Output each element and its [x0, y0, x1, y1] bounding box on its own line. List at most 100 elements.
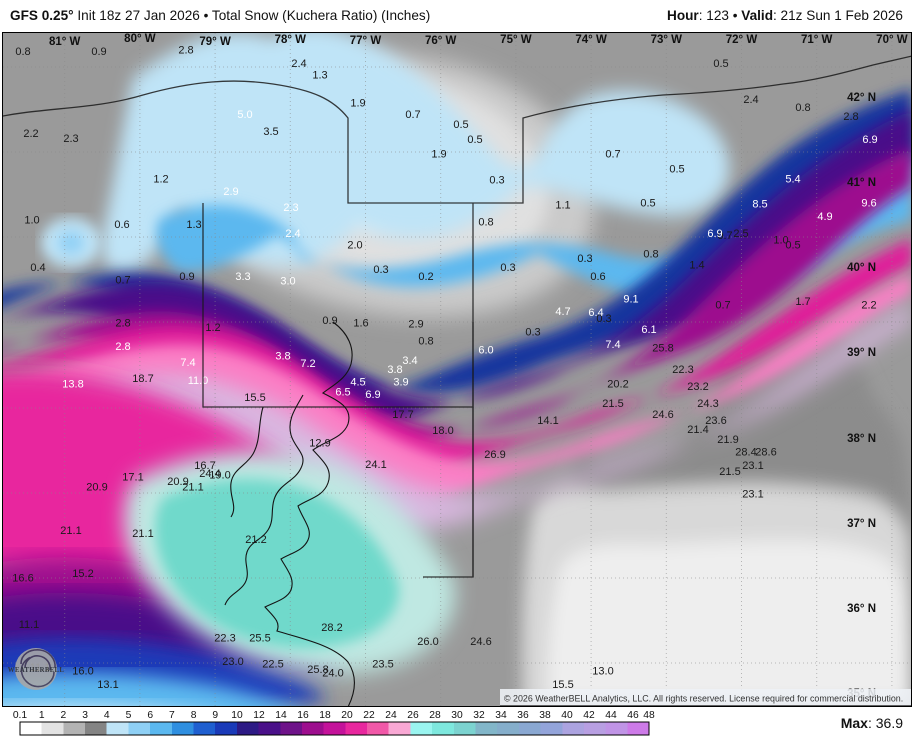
- svg-text:7: 7: [169, 710, 175, 721]
- svg-text:0.7: 0.7: [115, 274, 130, 286]
- svg-text:75° W: 75° W: [500, 34, 532, 46]
- svg-text:28.2: 28.2: [321, 622, 342, 634]
- svg-text:1.9: 1.9: [350, 98, 365, 110]
- svg-text:1.2: 1.2: [153, 174, 168, 186]
- svg-text:3.8: 3.8: [387, 364, 402, 376]
- svg-text:13.0: 13.0: [592, 665, 613, 677]
- svg-text:21.4: 21.4: [687, 424, 708, 436]
- svg-text:6.0: 6.0: [478, 345, 493, 357]
- svg-text:36: 36: [517, 710, 529, 721]
- svg-text:7.4: 7.4: [605, 339, 620, 351]
- svg-text:9.6: 9.6: [861, 197, 876, 209]
- svg-text:1.3: 1.3: [312, 69, 327, 81]
- svg-text:0.3: 0.3: [489, 175, 504, 187]
- svg-text:2.3: 2.3: [63, 133, 78, 145]
- svg-text:2.4: 2.4: [743, 94, 758, 106]
- svg-text:2: 2: [61, 710, 67, 721]
- svg-text:41° N: 41° N: [847, 177, 876, 189]
- svg-text:8.5: 8.5: [752, 199, 767, 211]
- svg-text:0.5: 0.5: [713, 58, 728, 70]
- svg-text:2.8: 2.8: [115, 341, 130, 353]
- svg-text:34: 34: [495, 710, 507, 721]
- svg-text:0.9: 0.9: [91, 46, 106, 58]
- svg-text:0.8: 0.8: [418, 336, 433, 348]
- svg-text:1.7: 1.7: [795, 296, 810, 308]
- svg-text:36° N: 36° N: [847, 603, 876, 615]
- svg-text:21.1: 21.1: [60, 525, 81, 537]
- svg-text:76° W: 76° W: [425, 35, 457, 47]
- svg-text:7.2: 7.2: [300, 358, 315, 370]
- svg-text:23.1: 23.1: [742, 489, 763, 501]
- svg-text:0.9: 0.9: [322, 315, 337, 327]
- svg-text:16: 16: [297, 710, 309, 721]
- svg-text:23.1: 23.1: [742, 460, 763, 472]
- svg-text:79° W: 79° W: [199, 36, 231, 48]
- svg-text:© 2026 WeatherBELL Analytics,: © 2026 WeatherBELL Analytics, LLC. All r…: [504, 694, 903, 704]
- svg-text:5: 5: [126, 710, 132, 721]
- svg-text:0.3: 0.3: [373, 264, 388, 276]
- svg-text:3.3: 3.3: [235, 271, 250, 283]
- svg-text:14: 14: [275, 710, 287, 721]
- svg-text:24.6: 24.6: [470, 636, 491, 648]
- svg-text:0.7: 0.7: [605, 149, 620, 161]
- svg-text:21.1: 21.1: [182, 482, 203, 494]
- svg-text:5.0: 5.0: [237, 109, 252, 121]
- svg-text:78° W: 78° W: [275, 34, 307, 46]
- svg-text:0.8: 0.8: [15, 46, 30, 58]
- svg-text:13.8: 13.8: [62, 379, 83, 391]
- svg-text:0.5: 0.5: [669, 163, 684, 175]
- svg-text:25.5: 25.5: [249, 632, 270, 644]
- svg-text:48: 48: [643, 710, 655, 721]
- svg-text:4: 4: [104, 710, 110, 721]
- svg-text:0.8: 0.8: [795, 102, 810, 114]
- svg-text:30: 30: [451, 710, 463, 721]
- svg-text:77° W: 77° W: [350, 35, 382, 47]
- svg-text:1.6: 1.6: [353, 317, 368, 329]
- svg-text:3.0: 3.0: [280, 276, 295, 288]
- svg-text:0.3: 0.3: [525, 327, 540, 339]
- svg-text:80° W: 80° W: [124, 33, 156, 45]
- svg-text:2.8: 2.8: [115, 317, 130, 329]
- svg-text:6.9: 6.9: [862, 134, 877, 146]
- svg-text:WEATHERBELL: WEATHERBELL: [8, 667, 65, 674]
- svg-text:6: 6: [147, 710, 153, 721]
- svg-text:24.3: 24.3: [697, 398, 718, 410]
- svg-text:38: 38: [539, 710, 551, 721]
- svg-text:1.2: 1.2: [205, 322, 220, 334]
- svg-text:15.5: 15.5: [244, 392, 265, 404]
- svg-text:18.7: 18.7: [132, 373, 153, 385]
- svg-text:24.6: 24.6: [652, 409, 673, 421]
- svg-text:21.5: 21.5: [719, 466, 740, 478]
- svg-text:24.1: 24.1: [365, 459, 386, 471]
- svg-text:17.1: 17.1: [122, 472, 143, 484]
- svg-text:7.4: 7.4: [180, 357, 195, 369]
- svg-text:26.9: 26.9: [484, 449, 505, 461]
- svg-text:1.0: 1.0: [24, 214, 39, 226]
- svg-text:2.3: 2.3: [283, 202, 298, 214]
- svg-text:42: 42: [583, 710, 595, 721]
- svg-text:0.3: 0.3: [577, 253, 592, 265]
- svg-text:1.0: 1.0: [773, 235, 788, 247]
- svg-text:1.4: 1.4: [689, 260, 704, 272]
- svg-text:26.0: 26.0: [417, 636, 438, 648]
- svg-text:10: 10: [231, 710, 243, 721]
- svg-text:81° W: 81° W: [49, 36, 81, 48]
- svg-text:38° N: 38° N: [847, 433, 876, 445]
- svg-text:39° N: 39° N: [847, 347, 876, 359]
- svg-text:11.0: 11.0: [188, 375, 209, 387]
- svg-text:3.4: 3.4: [402, 355, 417, 367]
- svg-text:6.4: 6.4: [588, 307, 603, 319]
- svg-text:2.2: 2.2: [23, 128, 38, 140]
- svg-text:20.9: 20.9: [86, 482, 107, 494]
- svg-text:26: 26: [407, 710, 419, 721]
- svg-text:15.2: 15.2: [72, 568, 93, 580]
- svg-text:2.8: 2.8: [843, 111, 858, 123]
- svg-text:72° W: 72° W: [726, 34, 758, 46]
- svg-text:24: 24: [385, 710, 397, 721]
- svg-text:0.4: 0.4: [30, 262, 45, 274]
- svg-text:18.0: 18.0: [432, 425, 453, 437]
- svg-text:13.1: 13.1: [97, 679, 118, 691]
- svg-text:0.8: 0.8: [643, 248, 658, 260]
- svg-text:23.5: 23.5: [372, 659, 393, 671]
- svg-text:3.8: 3.8: [275, 350, 290, 362]
